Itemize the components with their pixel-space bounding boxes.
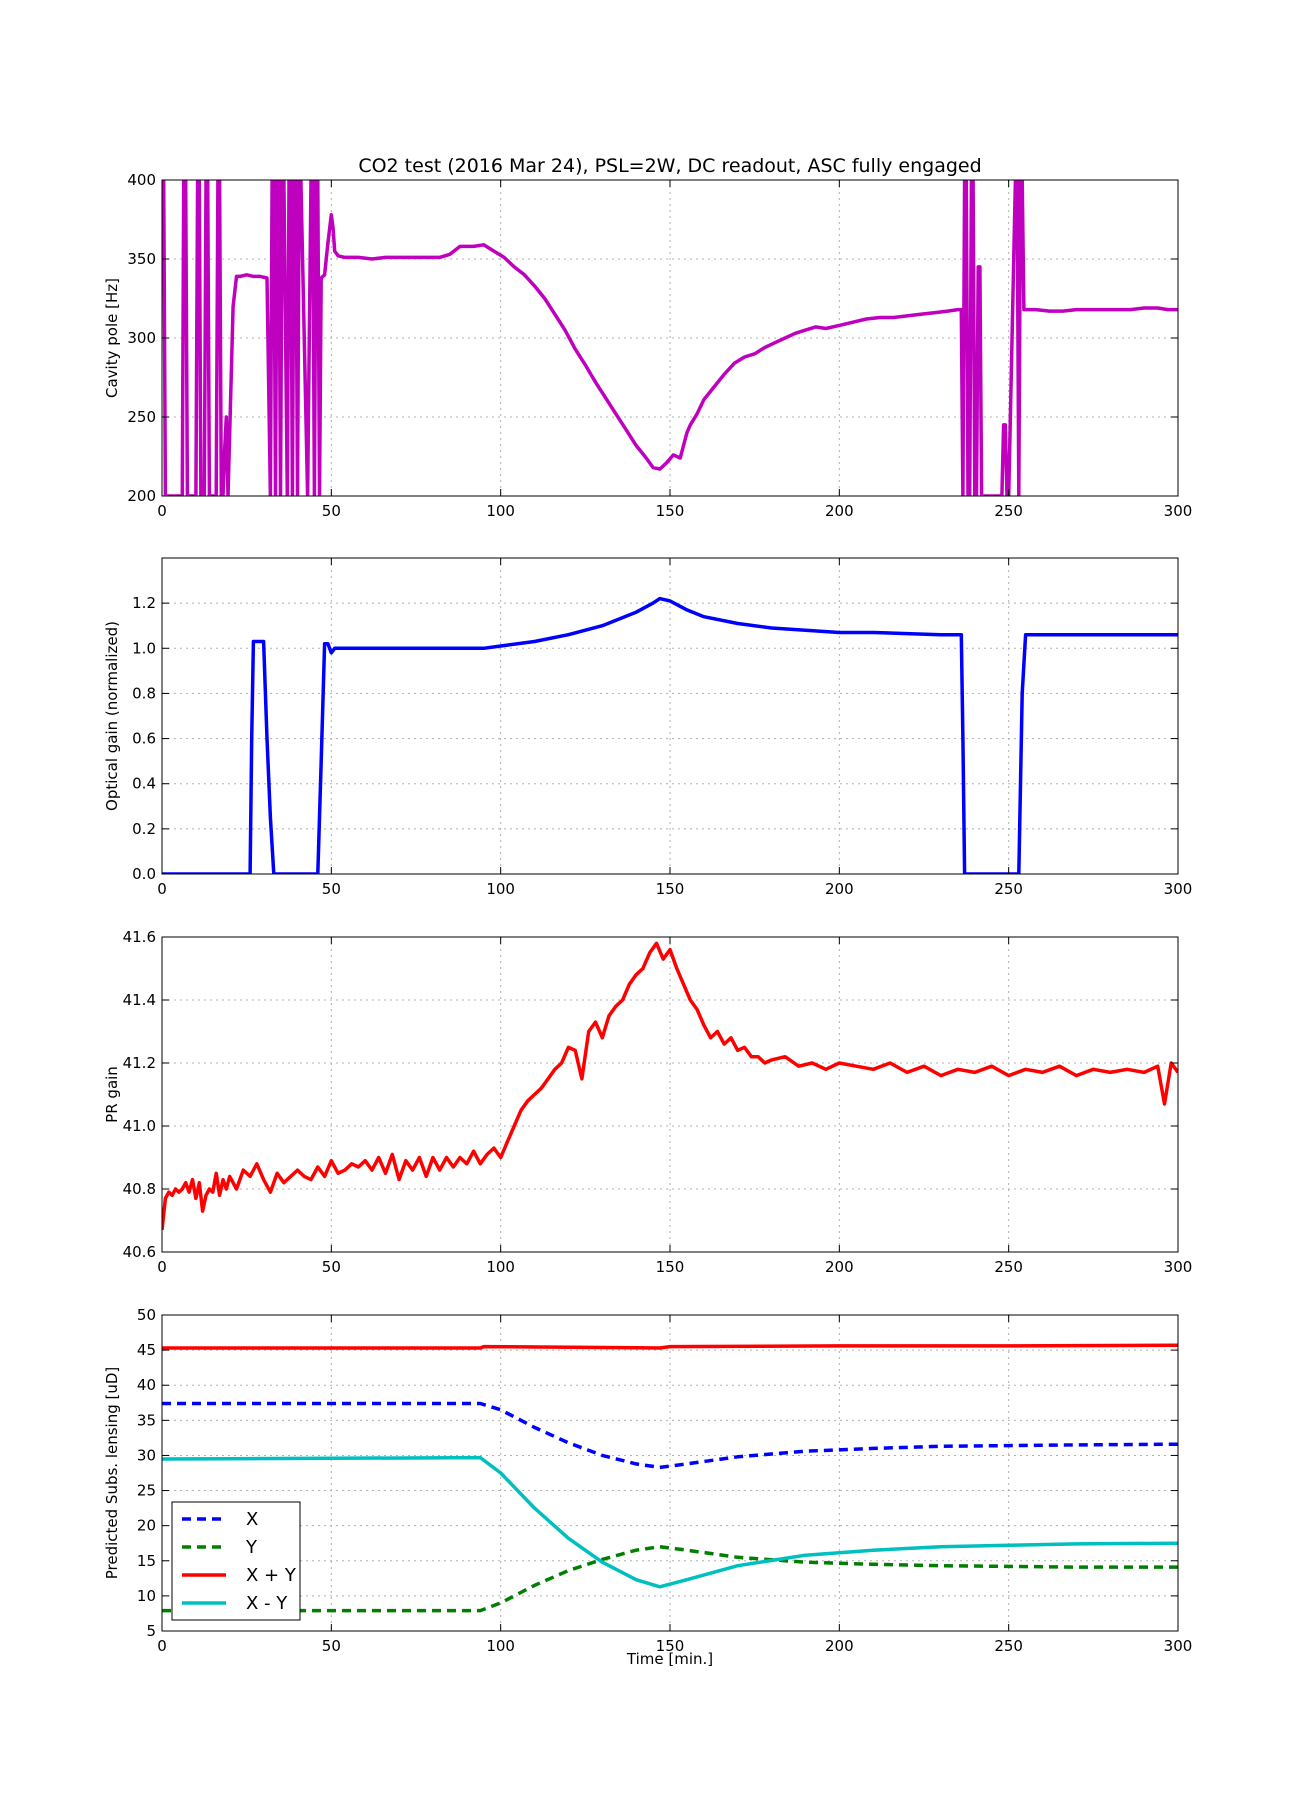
x-tick-label: 150 <box>656 502 685 520</box>
y-tick-label: 40.8 <box>123 1180 156 1198</box>
x-tick-label: 100 <box>486 1637 515 1655</box>
panels: 0 50 100 150 200 250 300200250300350400Cavity … <box>103 171 1192 1655</box>
x-tick-label: 100 <box>486 880 515 898</box>
y-tick-label: 1.2 <box>132 594 156 612</box>
y-tick-label: 45 <box>137 1341 156 1359</box>
x-tick-label: 300 <box>1164 880 1193 898</box>
legend-label: X <box>246 1509 258 1530</box>
x-tick-label: 300 <box>1164 1258 1193 1276</box>
x-tick-label: 150 <box>656 880 685 898</box>
x-tick-label: 100 <box>486 502 515 520</box>
y-tick-label: 0.0 <box>132 865 156 883</box>
y-tick-label: 30 <box>137 1446 156 1464</box>
subplot-1: 0 50 100 150 200 250 300 200 250 300 350 400 Cavity … <box>103 171 1192 520</box>
x-tick-label: 200 <box>825 1258 854 1276</box>
x-tick-label: 50 <box>322 1637 341 1655</box>
x-tick-label: 50 <box>322 1258 341 1276</box>
x-tick-label: 50 <box>322 880 341 898</box>
legend-label: Y <box>245 1537 258 1558</box>
series-line-XminusY <box>162 1455 1178 1589</box>
y-axis-label: Optical gain (normalized) <box>103 621 121 811</box>
x-tick-label: 0 <box>157 1637 167 1655</box>
x-tick-label: 300 <box>1164 1637 1193 1655</box>
x-axis-label: Time [min.] <box>626 1650 713 1668</box>
y-tick-label: 300 <box>127 329 156 347</box>
x-tick-label: 250 <box>994 1258 1023 1276</box>
subplot-2: 0 50 100 150 200 250 300 0.0 0.2 0.4 0.6 0.8 1.0 1.2 O… <box>103 557 1193 898</box>
y-tick-label: 41.6 <box>123 928 156 946</box>
series-line-Y <box>162 1544 1178 1613</box>
y-axis-label: Predicted Subs. lensing [uD] <box>103 1367 121 1580</box>
x-tick-label: 0 <box>157 880 167 898</box>
y-tick-label: 25 <box>137 1482 156 1500</box>
series-line-2-0 <box>162 596 1178 874</box>
y-axis-label: Cavity pole [Hz] <box>103 278 121 398</box>
y-tick-label: 350 <box>127 250 156 268</box>
x-tick-label: 250 <box>994 880 1023 898</box>
subplot-3: 0 50 100 150 200 250 300 40.6 40.8 41.0 41.2 41.4 41… <box>103 928 1192 1276</box>
x-tick-label: 150 <box>656 1637 685 1655</box>
series-line-XplusY <box>162 1343 1178 1350</box>
y-tick-label: 40 <box>137 1376 156 1394</box>
y-tick-label: 0.2 <box>132 820 156 838</box>
legend-label: X - Y <box>246 1593 288 1614</box>
y-tick-label: 15 <box>137 1552 156 1570</box>
x-tick-label: 200 <box>825 880 854 898</box>
series-line-1-0 <box>162 180 1178 496</box>
y-axis-label: PR gain <box>103 1066 121 1123</box>
y-tick-label: 41.4 <box>123 991 156 1009</box>
y-tick-label: 0.8 <box>132 684 156 702</box>
y-tick-label: 0.4 <box>132 775 156 793</box>
x-tick-label: 0 <box>157 1258 167 1276</box>
y-tick-label: 400 <box>127 171 156 189</box>
y-tick-label: 50 <box>137 1306 156 1324</box>
y-tick-label: 250 <box>127 408 156 426</box>
x-tick-label: 200 <box>825 502 854 520</box>
x-tick-label: 250 <box>994 1637 1023 1655</box>
x-tick-label: 100 <box>486 1258 515 1276</box>
y-tick-label: 10 <box>137 1587 156 1605</box>
x-tick-label: 250 <box>994 502 1023 520</box>
x-tick-label: 50 <box>322 502 341 520</box>
legend-label: X + Y <box>246 1565 297 1586</box>
legend-box <box>171 1501 301 1621</box>
subplot-4: 0 50 100 150 200 250 300 5 10 15 20 25 30 35 40 45 50 Pre… <box>103 1306 1192 1655</box>
x-tick-label: 300 <box>1164 502 1193 520</box>
figure-title: CO2 test (2016 Mar 24), PSL=2W, DC reado… <box>358 155 981 177</box>
y-tick-label: 40.6 <box>123 1243 156 1261</box>
y-tick-label: 1.0 <box>132 639 156 657</box>
series-line-X <box>162 1401 1178 1470</box>
y-tick-label: 20 <box>137 1517 156 1535</box>
y-tick-label: 41.0 <box>123 1117 156 1135</box>
x-tick-label: 0 <box>157 502 167 520</box>
legend: XY X + Y X - Y <box>171 1501 301 1621</box>
y-tick-label: 35 <box>137 1411 156 1429</box>
y-tick-label: 200 <box>127 487 156 505</box>
y-tick-label: 5 <box>146 1622 156 1640</box>
x-tick-label: 200 <box>825 1637 854 1655</box>
y-tick-label: 0.6 <box>132 730 156 748</box>
series-line-3-0 <box>162 941 1178 1231</box>
y-tick-label: 41.2 <box>123 1054 156 1072</box>
x-tick-label: 150 <box>656 1258 685 1276</box>
